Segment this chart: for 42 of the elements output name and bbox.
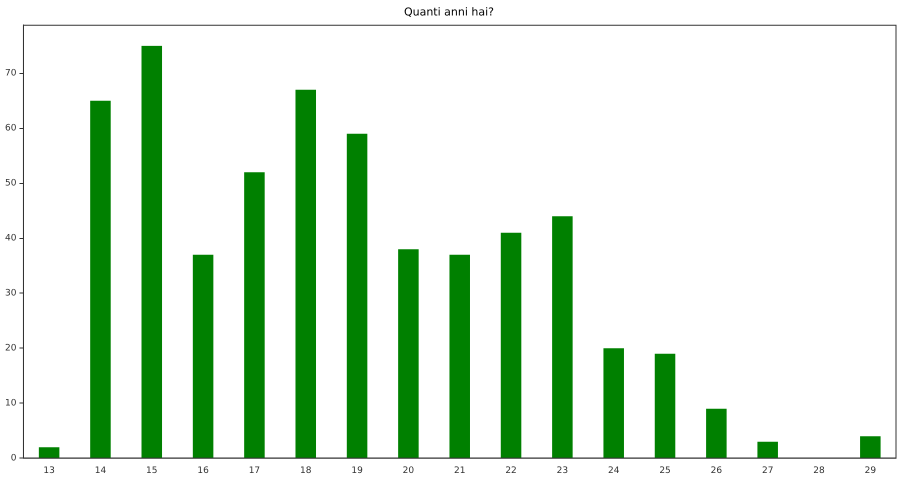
x-tick-label: 28 (813, 466, 826, 476)
bar (346, 134, 368, 458)
y-tick-label: 50 (5, 178, 17, 189)
x-tick-label: 22 (505, 466, 517, 476)
y-tick-label: 30 (5, 288, 17, 299)
x-tick-label: 29 (864, 466, 876, 476)
bar (38, 447, 60, 458)
bar (706, 408, 727, 458)
x-tick-label: 18 (300, 466, 312, 476)
x-tick-label: 14 (94, 466, 106, 476)
y-tick-label: 70 (5, 68, 17, 79)
bar (500, 232, 522, 458)
chart-title: Quanti anni hai? (404, 5, 494, 18)
bar (449, 254, 470, 458)
y-tick-label: 0 (10, 454, 17, 464)
y-tick-label: 60 (5, 124, 17, 134)
y-tick-label: 20 (5, 344, 17, 354)
bar (398, 249, 419, 458)
bar (603, 348, 624, 458)
bar (90, 100, 111, 458)
y-tick-label: 10 (5, 398, 17, 409)
x-tick-label: 27 (762, 466, 774, 476)
x-tick-label: 20 (402, 466, 414, 476)
x-tick-label: 17 (248, 466, 260, 476)
bar (860, 436, 881, 458)
bar (244, 172, 265, 458)
x-tick-label: 19 (351, 466, 364, 476)
bar (142, 46, 162, 458)
x-tick-label: 25 (659, 466, 671, 476)
bar (757, 442, 778, 458)
x-tick-label: 16 (197, 466, 210, 476)
x-tick-label: 24 (608, 466, 620, 476)
x-tick-label: 21 (454, 466, 466, 476)
y-tick-label: 40 (5, 234, 17, 244)
bar (552, 216, 573, 458)
bar (192, 254, 214, 458)
x-tick-label: 15 (146, 466, 158, 476)
bar (654, 354, 676, 458)
x-tick-label: 23 (556, 466, 568, 476)
x-tick-label: 26 (710, 466, 722, 476)
x-tick-label: 13 (43, 466, 55, 476)
bar (295, 90, 316, 458)
